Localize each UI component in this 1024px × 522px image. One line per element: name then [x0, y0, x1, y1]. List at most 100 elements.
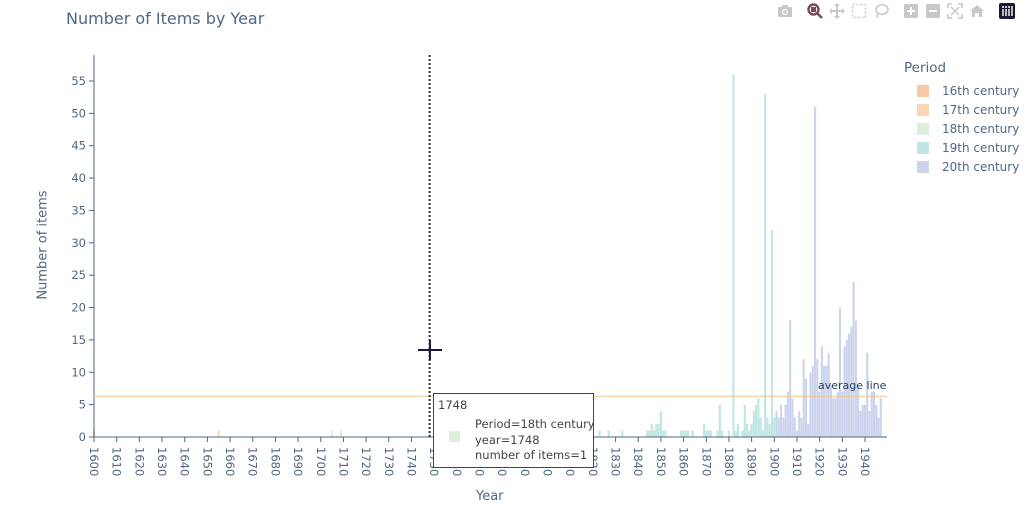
reset-axes-icon[interactable] — [966, 2, 988, 20]
bar[interactable] — [727, 430, 730, 437]
bar-layer[interactable] — [92, 74, 882, 438]
bar[interactable] — [705, 430, 708, 437]
bar[interactable] — [428, 430, 431, 437]
bar[interactable] — [877, 417, 880, 437]
bar[interactable] — [761, 430, 764, 437]
bar[interactable] — [786, 391, 789, 437]
camera-icon[interactable] — [774, 2, 796, 20]
bar[interactable] — [217, 430, 220, 437]
bar[interactable] — [779, 404, 783, 437]
bar[interactable] — [866, 352, 869, 437]
bar[interactable] — [764, 93, 767, 437]
box-select-icon[interactable] — [848, 2, 870, 20]
legend-item-17th-century[interactable]: 17th century — [904, 100, 1019, 119]
bar[interactable] — [854, 320, 857, 437]
bar[interactable] — [655, 424, 658, 437]
bar[interactable] — [818, 391, 821, 437]
bar[interactable] — [811, 365, 814, 437]
zoom-in-icon[interactable] — [900, 2, 922, 20]
autoscale-icon[interactable] — [944, 2, 966, 20]
bar[interactable] — [598, 430, 601, 437]
bar[interactable] — [691, 430, 694, 437]
bar[interactable] — [829, 385, 832, 437]
bar[interactable] — [795, 430, 798, 437]
bar[interactable] — [791, 398, 794, 437]
bar[interactable] — [834, 398, 837, 437]
bar[interactable] — [775, 411, 778, 437]
bar[interactable] — [804, 378, 808, 437]
bar[interactable] — [741, 430, 744, 437]
bar[interactable] — [852, 281, 855, 437]
legend-item-18th-century[interactable]: 18th century — [904, 119, 1019, 138]
bar[interactable] — [782, 417, 785, 437]
bar[interactable] — [757, 398, 760, 437]
bar[interactable] — [718, 404, 721, 437]
bar[interactable] — [836, 391, 839, 437]
bar[interactable] — [845, 339, 848, 437]
bar[interactable] — [789, 320, 792, 437]
bar[interactable] — [838, 307, 842, 437]
bar[interactable] — [800, 417, 803, 437]
bar[interactable] — [870, 391, 873, 437]
bar[interactable] — [784, 404, 787, 437]
bar[interactable] — [863, 404, 866, 437]
bar[interactable] — [755, 404, 758, 437]
bar[interactable] — [857, 385, 860, 437]
bar[interactable] — [716, 430, 719, 437]
bar[interactable] — [750, 424, 753, 437]
bar[interactable] — [872, 391, 876, 437]
bar[interactable] — [768, 424, 771, 437]
bar[interactable] — [809, 372, 812, 437]
bar[interactable] — [687, 430, 690, 437]
bar[interactable] — [850, 326, 853, 437]
bar[interactable] — [814, 106, 817, 438]
bar[interactable] — [745, 424, 749, 437]
bar[interactable] — [650, 424, 653, 437]
legend-item-19th-century[interactable]: 19th century — [904, 138, 1019, 157]
bar[interactable] — [657, 424, 660, 437]
bar[interactable] — [662, 430, 665, 437]
bar[interactable] — [736, 424, 740, 437]
bar[interactable] — [659, 411, 662, 437]
bar[interactable] — [773, 417, 776, 437]
bar[interactable] — [680, 430, 683, 437]
bar[interactable] — [621, 430, 624, 437]
bar[interactable] — [653, 430, 656, 437]
bar[interactable] — [682, 430, 685, 437]
bar[interactable] — [734, 430, 737, 437]
legend-item-16th-century[interactable]: 16th century — [904, 81, 1019, 100]
bar[interactable] — [331, 430, 334, 437]
bar[interactable] — [607, 430, 610, 437]
zoom-out-icon[interactable] — [922, 2, 944, 20]
zoom-icon[interactable] — [804, 2, 826, 20]
legend-item-20th-century[interactable]: 20th century — [904, 157, 1019, 176]
bar[interactable] — [848, 333, 851, 437]
bar[interactable] — [820, 346, 823, 437]
bar[interactable] — [875, 404, 878, 437]
bar[interactable] — [823, 365, 826, 437]
bar[interactable] — [879, 398, 882, 437]
lasso-select-icon[interactable] — [870, 2, 892, 20]
bar[interactable] — [832, 398, 835, 437]
bar[interactable] — [684, 430, 687, 437]
bar[interactable] — [793, 417, 796, 437]
bar[interactable] — [759, 417, 762, 437]
bar[interactable] — [702, 424, 705, 437]
bar[interactable] — [859, 411, 862, 437]
bar[interactable] — [664, 430, 667, 437]
bar[interactable] — [798, 411, 801, 437]
bar[interactable] — [732, 74, 735, 437]
bar[interactable] — [825, 365, 828, 437]
bar[interactable] — [340, 430, 343, 437]
bar[interactable] — [802, 359, 805, 437]
bar[interactable] — [752, 411, 755, 437]
bar[interactable] — [777, 417, 780, 437]
bar[interactable] — [868, 411, 871, 437]
bar[interactable] — [770, 229, 774, 437]
bar[interactable] — [748, 430, 751, 437]
bar[interactable] — [743, 404, 746, 437]
pan-icon[interactable] — [826, 2, 848, 20]
bar[interactable] — [807, 424, 810, 437]
bar[interactable] — [816, 359, 819, 437]
bar[interactable] — [861, 404, 864, 437]
